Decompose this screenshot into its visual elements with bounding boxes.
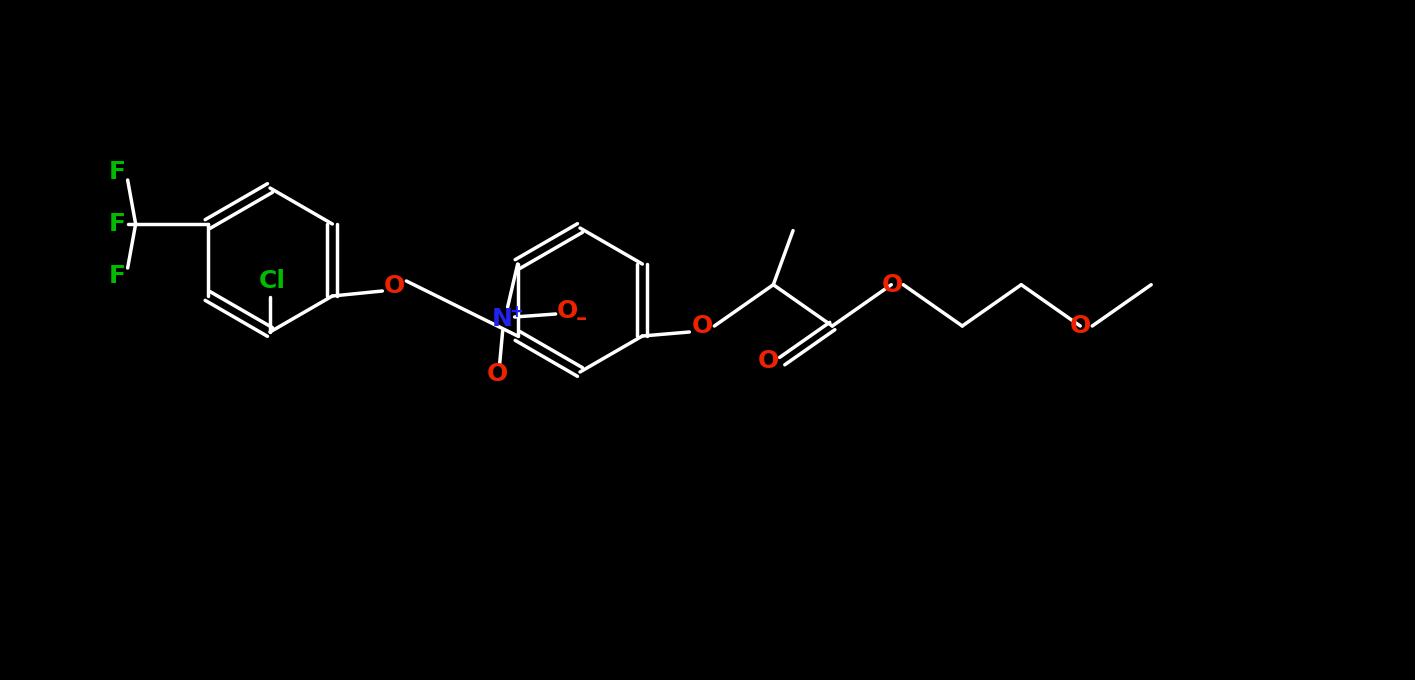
Text: F: F — [109, 212, 126, 236]
Text: O: O — [757, 349, 778, 373]
Text: N: N — [492, 307, 514, 331]
Text: –: – — [576, 309, 587, 329]
Text: O: O — [882, 273, 903, 296]
Text: O: O — [383, 274, 405, 298]
Text: O: O — [487, 362, 508, 386]
Text: O: O — [692, 314, 713, 338]
Text: O: O — [558, 299, 579, 323]
Text: O: O — [1070, 314, 1091, 338]
Text: Cl: Cl — [259, 269, 286, 293]
Text: +: + — [509, 303, 524, 321]
Text: F: F — [109, 264, 126, 288]
Text: F: F — [109, 160, 126, 184]
